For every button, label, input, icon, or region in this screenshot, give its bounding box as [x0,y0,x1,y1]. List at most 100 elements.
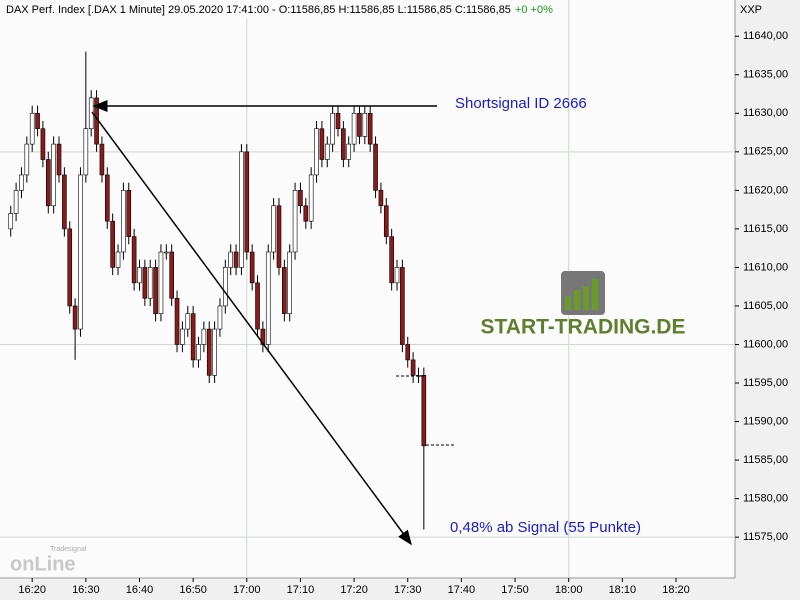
candle-body [147,267,153,299]
x-tick-label: 17:40 [448,584,476,596]
candle-body [83,128,89,176]
candle-body [271,205,276,253]
candle-body [137,267,142,284]
annotation: 0,48% ab Signal (55 Punkte) [450,519,641,536]
candle-body [153,267,158,314]
candle-body [308,174,314,222]
y-axis-panel [735,0,800,600]
chart-title: DAX Perf. Index [.DAX 1 Minute] 29.05.20… [6,4,553,16]
candle-body [142,267,148,299]
candle-body [126,190,132,237]
candle-body [13,190,19,214]
candle-body [405,344,411,361]
y-tick-label: 11585,00 [743,454,788,466]
candle-body [35,112,40,130]
candle-body [45,159,51,207]
x-tick-label: 17:50 [501,584,529,596]
candle-body [378,190,384,207]
y-tick-label: 11640,00 [743,30,788,42]
y-tick-label: 11635,00 [743,69,788,81]
candle-body [223,267,228,307]
x-tick-label: 17:30 [394,584,422,596]
candle-body [99,143,105,176]
candle-body [410,359,416,376]
candle-body [265,251,271,345]
candle-body [72,305,78,330]
candle-body [335,112,341,130]
y-tick-label: 11630,00 [743,107,788,119]
plot-area [0,0,735,578]
candle-body [78,174,83,330]
y-tick-label: 11620,00 [743,184,788,196]
candle-body [169,251,174,299]
x-tick-label: 17:00 [233,584,261,596]
candle-body [362,112,368,137]
candle-body [249,251,255,284]
candle-body [196,344,201,361]
axis-symbol: XXP [740,4,762,16]
title: DAX Perf. Index [.DAX 1 Minute] 29.05.20… [6,4,511,16]
candle-body [367,112,373,145]
candle-body [287,251,293,314]
x-tick-label: 16:40 [126,584,154,596]
y-tick-label: 11590,00 [743,415,788,427]
candle-body [239,151,244,268]
candle-body [180,328,185,345]
candle-body [206,328,212,376]
candle-body [244,151,250,253]
candle-body [19,174,24,191]
y-tick-label: 11580,00 [743,493,788,505]
x-tick-label: 17:20 [340,584,368,596]
x-tick-label: 18:20 [662,584,690,596]
candle-body [121,190,126,253]
candle-body [255,282,260,330]
candle-body [351,112,357,145]
candle-body [324,143,330,160]
candle-body [383,205,389,237]
candle-body [389,236,394,284]
y-tick-label: 11615,00 [743,223,788,235]
watermark: START-TRADING.DE [481,316,686,339]
annotation: Shortsignal ID 2666 [455,95,587,112]
candle-body [303,205,309,222]
candle-body [330,112,335,145]
candle-body [217,305,223,330]
y-tick-label: 11595,00 [743,377,788,389]
candle-body [115,251,121,268]
candle-body [276,205,282,268]
candle-body [104,174,110,222]
candle-body [158,251,164,314]
candle-body [190,313,196,361]
candle-body [185,313,191,330]
candle-body [228,251,233,268]
candle-body [174,297,180,345]
candle-body [24,143,30,176]
candle-body [282,267,287,314]
candle-body [131,236,137,284]
candle-body [298,190,303,207]
candle-body [319,128,325,160]
x-tick-label: 16:50 [179,584,207,596]
candle-body [67,228,73,307]
candle-body [40,128,46,160]
candle-body [400,267,405,345]
candle-body [110,220,115,268]
y-tick-label: 11600,00 [743,338,788,350]
candle-body [341,128,346,160]
candle-body [233,251,239,268]
change: +0 +0% [515,4,553,16]
candle-body [29,112,35,145]
x-tick-label: 18:00 [555,584,583,596]
y-tick-label: 11610,00 [743,261,788,273]
candle-body [201,328,207,345]
move-arrow [91,111,412,546]
candle-body [51,143,56,207]
candle-body [373,143,378,191]
candle-body [164,251,169,254]
logo [561,271,605,315]
logo-text: Tradesignal [50,546,87,553]
x-tick-label: 16:30 [72,584,100,596]
y-tick-label: 11625,00 [743,146,788,158]
candle-body [56,143,62,176]
